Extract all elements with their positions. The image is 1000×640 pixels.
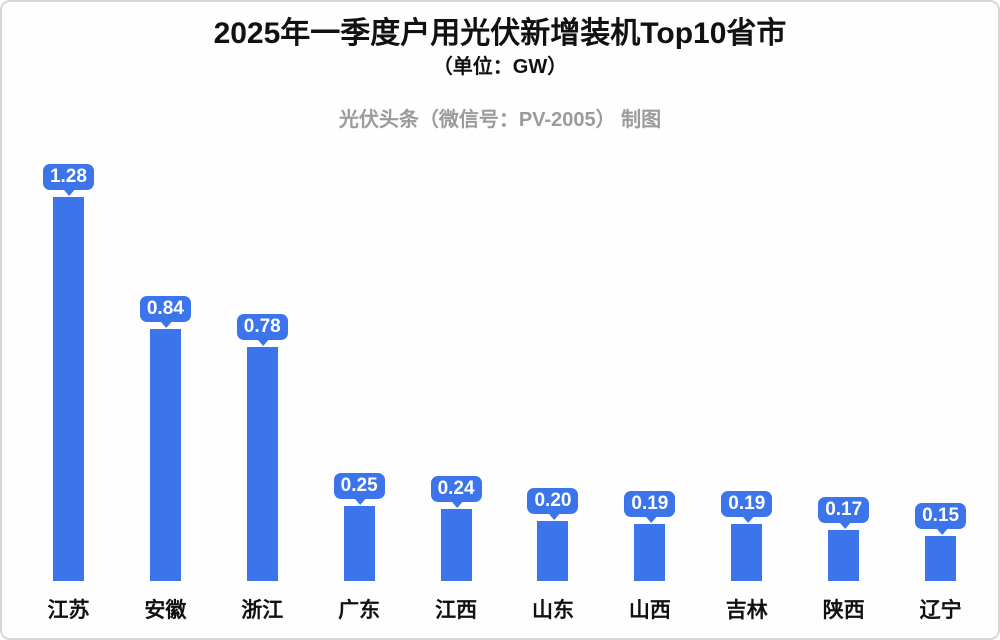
bar (828, 530, 860, 581)
category-label: 山西 (628, 599, 671, 622)
bar-column: 0.84 (117, 296, 214, 581)
value-callout-bubble: 0.15 (915, 503, 967, 529)
category-label: 广东 (338, 599, 381, 622)
bar (52, 197, 84, 581)
chart-credit-line: 光伏头条（微信号：PV-2005） 制图 (338, 109, 662, 131)
bar (537, 521, 569, 581)
category-label: 陕西 (822, 599, 865, 622)
bar-column: 0.78 (214, 314, 311, 581)
bar-column: 0.15 (892, 503, 989, 581)
value-callout-bubble: 0.25 (333, 473, 385, 499)
category-axis-labels: 江苏 安徽 浙江 广东 江西 山东 山西 吉林 陕西 辽宁 (20, 598, 989, 624)
bar (440, 509, 472, 581)
category-label: 辽宁 (919, 599, 962, 622)
bar-column: 0.24 (408, 476, 505, 581)
bar (731, 524, 763, 581)
bar (925, 536, 957, 581)
bar (343, 506, 375, 581)
category-label: 江苏 (47, 599, 90, 622)
value-callout-bubble: 0.24 (430, 476, 482, 502)
value-callout-bubble: 0.78 (236, 314, 288, 340)
value-callout-bubble: 0.19 (624, 491, 676, 517)
category-label: 吉林 (725, 599, 768, 622)
bar (246, 347, 278, 581)
bar-column: 0.25 (311, 473, 408, 581)
value-callout-bubble: 0.84 (139, 296, 191, 322)
bar-chart-plot-area: 1.28 0.84 0.78 0.25 0.24 0.20 0.19 0.19 0.17 0.15 (20, 142, 989, 581)
value-callout-bubble: 0.17 (818, 497, 870, 523)
category-label: 江西 (435, 599, 478, 622)
bar (634, 524, 666, 581)
value-callout-bubble: 0.20 (527, 488, 579, 514)
category-label: 山东 (531, 599, 574, 622)
bar-column: 0.20 (505, 488, 602, 581)
category-label: 浙江 (241, 599, 284, 622)
chart-title: 2025年一季度户用光伏新增装机Top10省市 (213, 17, 787, 50)
value-callout-bubble: 1.28 (42, 164, 94, 190)
bar-column: 1.28 (20, 164, 117, 581)
bar-column: 0.19 (601, 491, 698, 581)
bar (149, 329, 181, 581)
category-label: 安徽 (144, 599, 187, 622)
bar-column: 0.17 (795, 497, 892, 581)
value-callout-bubble: 0.19 (721, 491, 773, 517)
bar-column: 0.19 (698, 491, 795, 581)
chart-unit-subtitle: （单位：GW） (432, 56, 568, 78)
